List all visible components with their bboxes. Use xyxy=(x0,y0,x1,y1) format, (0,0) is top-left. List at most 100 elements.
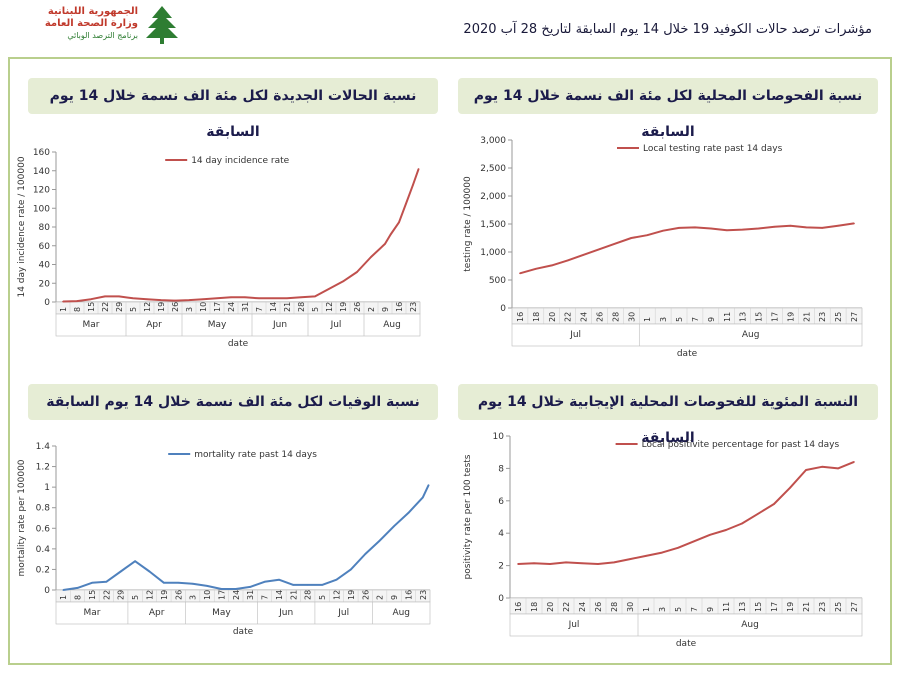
data-point xyxy=(837,467,839,470)
month-label: Mar xyxy=(83,320,100,330)
month-band xyxy=(55,601,431,625)
x-tick-label: 24 xyxy=(232,590,241,600)
data-point xyxy=(710,227,712,230)
data-point xyxy=(62,589,64,591)
data-point xyxy=(535,268,537,270)
x-tick-label: 5 xyxy=(131,595,140,600)
data-point xyxy=(725,229,728,231)
y-tick-label: 0.4 xyxy=(36,545,51,555)
x-tick-label: 24 xyxy=(227,302,236,312)
y-tick-label: 0.6 xyxy=(36,524,51,534)
x-tick-label: 16 xyxy=(516,312,525,322)
x-tick-label: 30 xyxy=(626,602,635,612)
x-tick-label: 1 xyxy=(643,317,652,322)
x-tick-label: 1 xyxy=(59,595,68,600)
data-point xyxy=(286,297,288,300)
y-tick-label: 60 xyxy=(39,242,51,252)
month-label: Aug xyxy=(742,330,760,340)
data-point xyxy=(613,561,615,564)
x-tick-label: 28 xyxy=(297,302,306,312)
data-point xyxy=(356,271,358,273)
x-tick-label: 5 xyxy=(129,307,138,312)
data-point xyxy=(342,280,344,283)
y-tick-label: 160 xyxy=(33,148,50,158)
y-tick-label: 1,500 xyxy=(480,220,506,230)
data-point xyxy=(249,586,251,588)
month-label: Apr xyxy=(149,608,165,618)
data-point xyxy=(398,221,400,224)
x-tick-label: 20 xyxy=(548,312,557,322)
data-point xyxy=(422,496,424,499)
testing-panel-title: نسبة الفحوصات المحلية لكل مئة الف نسمة خ… xyxy=(458,78,878,140)
month-label: Jun xyxy=(278,608,293,618)
month-label: Aug xyxy=(392,608,410,618)
y-axis-title: 14 day incidence rate / 100000 xyxy=(17,156,27,297)
data-point xyxy=(91,582,93,584)
data-point xyxy=(230,296,232,299)
data-point xyxy=(174,299,176,302)
data-point xyxy=(725,529,727,531)
data-point xyxy=(412,184,414,186)
data-point xyxy=(678,227,680,229)
x-tick-label: 3 xyxy=(659,317,668,322)
series-line xyxy=(517,460,855,565)
data-point xyxy=(646,234,649,236)
x-tick-label: 19 xyxy=(157,302,166,312)
data-point xyxy=(549,563,551,565)
x-tick-label: 26 xyxy=(174,590,183,600)
data-point xyxy=(757,227,760,230)
month-label: Jul xyxy=(337,608,349,618)
data-point xyxy=(105,580,108,583)
x-tick-label: 9 xyxy=(707,317,716,322)
y-tick-label: 1.2 xyxy=(36,463,50,473)
cedar-icon xyxy=(146,6,178,44)
x-tick-label: 23 xyxy=(419,590,428,600)
x-tick-label: 16 xyxy=(395,302,404,312)
x-tick-label: 22 xyxy=(101,302,110,312)
data-point xyxy=(314,295,316,298)
x-tick-label: 14 xyxy=(269,302,278,312)
data-point xyxy=(263,580,266,583)
y-tick-label: 4 xyxy=(498,529,504,539)
testing-chart: 0 500 1,000 1,500 2,000 2,500 3,000 16 18 20 22 24 2… xyxy=(463,136,863,359)
x-tick-label: 28 xyxy=(611,312,620,322)
data-point xyxy=(258,297,260,300)
x-tick-label: 30 xyxy=(627,312,636,322)
x-tick-label: 26 xyxy=(353,302,362,312)
y-tick-label: 140 xyxy=(33,167,50,177)
x-tick-label: 12 xyxy=(146,590,155,600)
y-tick-label: 0 xyxy=(500,304,506,314)
x-tick-label: 27 xyxy=(850,602,859,612)
data-point xyxy=(306,584,309,586)
x-tick-label: 13 xyxy=(739,312,748,322)
data-point xyxy=(630,237,633,239)
data-point xyxy=(160,299,162,301)
y-tick-label: 0 xyxy=(44,298,50,308)
y-tick-label: 0.2 xyxy=(36,565,50,575)
data-point xyxy=(853,461,855,463)
data-point xyxy=(132,297,134,300)
x-axis-title: date xyxy=(676,639,697,649)
x-tick-label: 7 xyxy=(690,607,699,612)
mortality-panel-title: نسبة الوفيات لكل مئة الف نسمة خلال 14 يو… xyxy=(28,384,438,420)
data-point xyxy=(292,584,295,586)
x-tick-label: 19 xyxy=(339,302,348,312)
data-point xyxy=(550,264,553,267)
y-tick-label: 500 xyxy=(489,276,506,286)
month-label: Aug xyxy=(383,320,401,330)
data-point xyxy=(278,578,280,581)
data-point xyxy=(118,295,120,298)
y-tick-label: 10 xyxy=(493,432,505,442)
data-point xyxy=(533,562,535,564)
y-tick-label: 1,000 xyxy=(480,248,506,258)
legend-label: 14 day incidence rate xyxy=(191,156,289,166)
x-tick-label: 8 xyxy=(74,595,83,600)
x-tick-label: 22 xyxy=(102,590,111,600)
x-tick-label: 29 xyxy=(115,302,124,312)
data-point xyxy=(709,534,711,536)
x-tick-label: 9 xyxy=(381,307,390,312)
mortality-chart: 00.20.40.60.811.21.41 8 15 22 29 5 12 19 26 3 10 17… xyxy=(17,442,431,637)
data-point xyxy=(773,226,776,228)
y-tick-label: 1.4 xyxy=(36,442,51,452)
month-label: Apr xyxy=(146,320,162,330)
